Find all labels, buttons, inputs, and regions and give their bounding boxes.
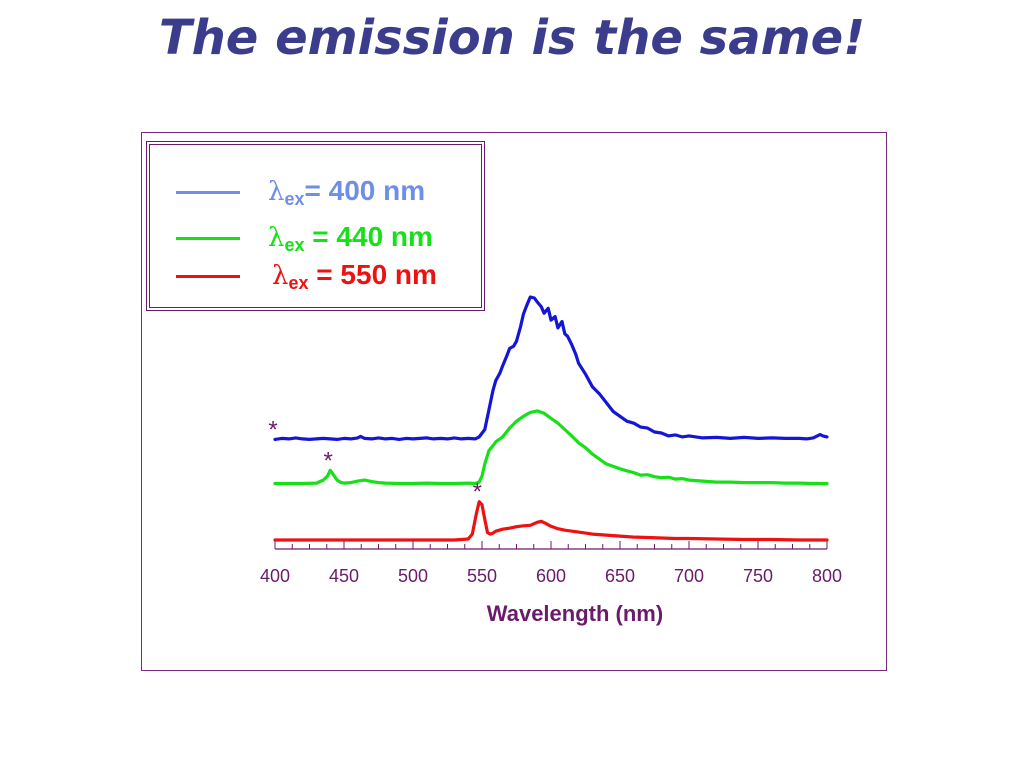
- legend-label-550: λex = 550 nm: [272, 259, 437, 293]
- legend-label-440: λex = 440 nm: [268, 221, 433, 255]
- x-tick-label: 500: [398, 566, 428, 586]
- slide-title: The emission is the same!: [158, 10, 866, 66]
- x-tick-label: 550: [467, 566, 497, 586]
- chart-frame: [141, 132, 887, 671]
- x-tick-label: 650: [605, 566, 635, 586]
- legend-swatch-green: [176, 237, 240, 240]
- peak-asterisk: *: [473, 479, 482, 506]
- x-tick-label: 600: [536, 566, 566, 586]
- series-line-1: [273, 409, 829, 486]
- chart-legend: λex= 400 nm λex = 440 nm λex = 550 nm: [146, 141, 485, 311]
- legend-swatch-red: [176, 275, 240, 278]
- x-tick-label: 400: [260, 566, 290, 586]
- legend-item-550: λex = 550 nm: [150, 257, 481, 297]
- legend-label-400: λex= 400 nm: [268, 175, 426, 209]
- x-tick-label: 800: [812, 566, 842, 586]
- legend-item-440: λex = 440 nm: [150, 219, 481, 259]
- peak-asterisk: *: [268, 416, 277, 443]
- legend-item-400: λex= 400 nm: [150, 173, 481, 213]
- x-tick-label: 750: [743, 566, 773, 586]
- legend-swatch-blue: [176, 191, 240, 194]
- peak-asterisk: *: [324, 447, 333, 474]
- series-line-0: [273, 295, 829, 441]
- series-line-2: [273, 500, 829, 542]
- x-axis-label: Wavelength (nm): [487, 601, 663, 626]
- x-tick-label: 700: [674, 566, 704, 586]
- x-tick-label: 450: [329, 566, 359, 586]
